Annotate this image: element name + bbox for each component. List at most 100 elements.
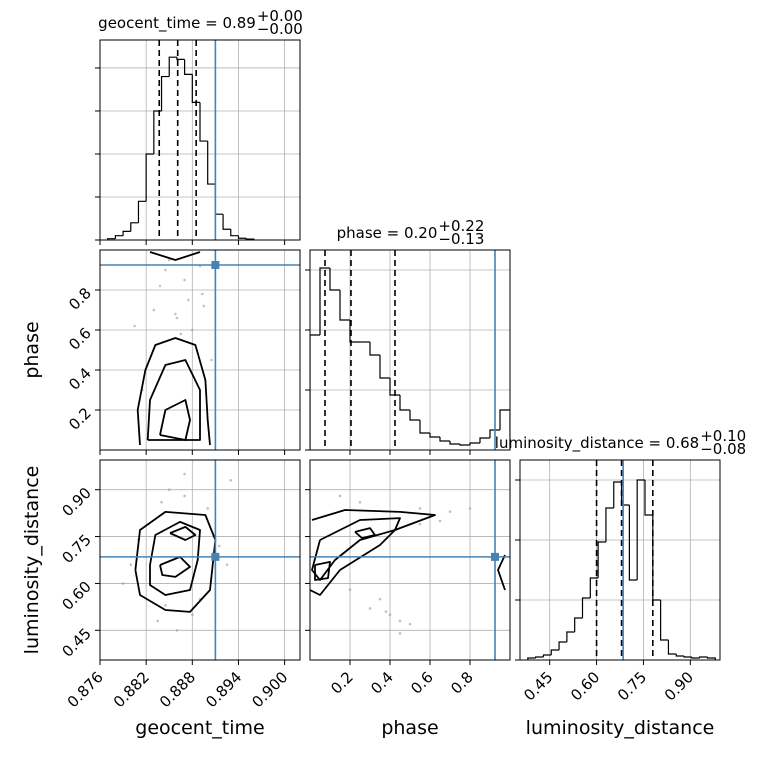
sample-point bbox=[164, 604, 167, 607]
truth-marker bbox=[211, 261, 220, 269]
histogram-bin bbox=[499, 409, 510, 450]
histogram-bin bbox=[137, 200, 147, 223]
y-tick-label: 0.8 bbox=[65, 284, 95, 314]
histogram-bin bbox=[184, 59, 193, 76]
x-axis-label: luminosity_distance bbox=[526, 717, 715, 739]
histogram-bin bbox=[237, 235, 247, 239]
sample-point bbox=[129, 563, 133, 566]
x-tick-label: 0.45 bbox=[520, 668, 556, 704]
sample-point bbox=[160, 500, 163, 504]
sample-point bbox=[167, 488, 171, 491]
sample-point bbox=[202, 304, 206, 308]
histogram-bin bbox=[222, 214, 231, 230]
histogram-bin bbox=[535, 656, 544, 658]
histogram-bin bbox=[369, 342, 380, 356]
panel-frame bbox=[309, 459, 511, 661]
histogram-bin bbox=[574, 617, 583, 632]
y-tick-label: 0.75 bbox=[58, 531, 94, 567]
histogram-bin bbox=[207, 141, 216, 185]
panel-title: phase = 0.20 bbox=[337, 224, 438, 242]
histogram-bin bbox=[660, 600, 669, 641]
contour bbox=[314, 560, 331, 581]
y-tick-label: 0.60 bbox=[58, 578, 94, 614]
histogram-bin bbox=[628, 505, 638, 581]
histogram-bin bbox=[479, 437, 490, 443]
sample-point bbox=[191, 613, 194, 616]
sample-point bbox=[398, 632, 402, 635]
x-tick-label: 0.894 bbox=[202, 668, 245, 711]
histogram-bin bbox=[459, 444, 470, 446]
sample-point bbox=[156, 619, 159, 623]
histogram-bin bbox=[349, 320, 360, 343]
histogram-bin bbox=[683, 656, 692, 658]
title-lower: −0.13 bbox=[438, 230, 484, 248]
panel-frame bbox=[309, 249, 511, 451]
x-tick-label: 0.876 bbox=[64, 668, 107, 711]
panel-frame bbox=[99, 249, 301, 451]
histogram-bin bbox=[527, 657, 536, 660]
contour bbox=[146, 359, 201, 441]
x-tick-label: 0.4 bbox=[367, 668, 397, 698]
x-tick-label: 0.900 bbox=[248, 668, 291, 711]
histogram-bin bbox=[199, 102, 208, 142]
sample-point bbox=[448, 510, 452, 513]
sample-point bbox=[418, 522, 422, 526]
histogram-bin bbox=[429, 433, 440, 438]
x-tick-label: 0.60 bbox=[567, 668, 603, 704]
y-tick-label: 0.2 bbox=[65, 404, 95, 434]
sample-point bbox=[152, 308, 156, 312]
contour bbox=[149, 520, 201, 596]
histogram-bin bbox=[130, 222, 139, 232]
truth-marker bbox=[211, 552, 220, 561]
sample-point bbox=[201, 292, 204, 296]
panel-frame bbox=[519, 459, 721, 661]
sample-point bbox=[348, 588, 352, 591]
histogram-bin bbox=[153, 110, 162, 154]
sample-point bbox=[121, 582, 125, 585]
sample-point bbox=[217, 544, 221, 548]
histogram-bin bbox=[399, 395, 410, 411]
x-tick-label: 0.90 bbox=[661, 668, 697, 704]
histogram-bin bbox=[652, 515, 661, 601]
histogram-bin bbox=[191, 74, 200, 103]
panel-group bbox=[310, 460, 510, 660]
sample-point bbox=[225, 563, 229, 566]
panel-frame bbox=[99, 39, 301, 241]
y-tick-label: 0.90 bbox=[58, 484, 94, 520]
x-axis-label: phase bbox=[381, 717, 438, 739]
contour bbox=[136, 337, 211, 446]
histogram-bin bbox=[667, 640, 677, 655]
panel-title: luminosity_distance = 0.68 bbox=[495, 434, 699, 453]
histogram-bin bbox=[145, 153, 154, 202]
y-axis-label: luminosity_distance bbox=[21, 466, 43, 655]
x-tick-label: 0.2 bbox=[327, 668, 357, 698]
sample-point bbox=[191, 328, 194, 332]
contour bbox=[159, 555, 191, 578]
sample-point bbox=[183, 472, 186, 476]
histogram-bin bbox=[310, 334, 320, 450]
sample-point bbox=[187, 298, 190, 302]
contour bbox=[311, 517, 401, 581]
histogram-bin bbox=[339, 290, 350, 321]
sample-point bbox=[183, 278, 186, 282]
histogram-bin bbox=[379, 355, 390, 379]
truth-marker bbox=[491, 552, 499, 561]
panel-frame bbox=[99, 459, 301, 661]
y-tick-label: 0.4 bbox=[65, 364, 95, 394]
x-tick-label: 0.6 bbox=[407, 668, 437, 698]
histogram-bin bbox=[449, 441, 460, 445]
sample-point bbox=[174, 312, 177, 316]
sample-point bbox=[358, 500, 362, 504]
histogram-bin bbox=[122, 230, 131, 236]
histogram-bin bbox=[542, 654, 552, 657]
histogram-bin bbox=[558, 641, 567, 650]
histogram-bin bbox=[168, 56, 177, 77]
histogram-bin bbox=[636, 479, 645, 580]
histogram-bin bbox=[489, 429, 500, 438]
x-axis-label: geocent_time bbox=[135, 717, 264, 739]
histogram-bin bbox=[581, 597, 591, 618]
x-tick-label: 0.888 bbox=[156, 668, 199, 711]
contour bbox=[310, 509, 436, 596]
histogram-bin bbox=[469, 442, 480, 445]
